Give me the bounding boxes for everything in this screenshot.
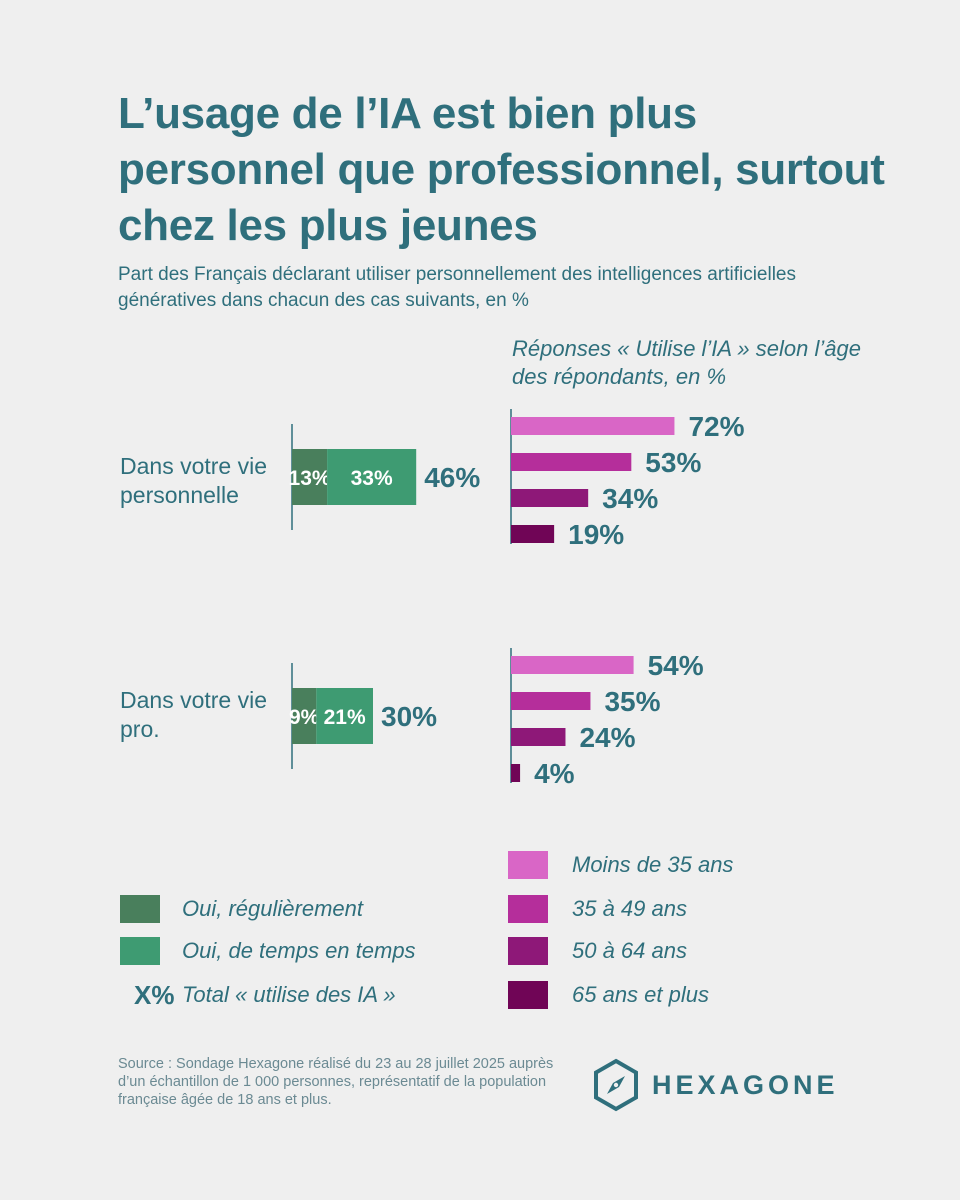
legend-label-age-under35: Moins de 35 ans — [572, 852, 734, 877]
stacked-bar-label-0-0: 13% — [289, 467, 331, 490]
legend-total-marker: X% — [134, 980, 175, 1010]
legend-item-age-65plus: 65 ans et plus — [508, 981, 709, 1009]
source-note: Source : Sondage Hexagone réalisé du 23 … — [118, 1056, 554, 1108]
legend-swatch-age-35-49 — [508, 895, 548, 923]
age-bar-label-1-1: 35% — [604, 686, 660, 717]
legend-swatch-regular — [120, 895, 160, 923]
brand-logo: HEXAGONE — [592, 1058, 839, 1112]
age-bar-0-0 — [511, 417, 675, 435]
stacked-bar-label-1-1: 21% — [324, 706, 366, 729]
age-panel-title: Réponses « Utilise l’IA » selon l’âge de… — [512, 336, 861, 389]
stacked-bar-label-1-0: 9% — [289, 706, 320, 729]
age-bar-label-1-3: 4% — [534, 758, 575, 789]
legend-label-age-65plus: 65 ans et plus — [572, 982, 709, 1007]
legend-label-age-35-49: 35 à 49 ans — [572, 896, 687, 921]
stacked-bar-label-0-1: 33% — [351, 467, 393, 490]
stacked-bar-0-0 — [292, 449, 328, 505]
age-bar-label-0-2: 34% — [602, 483, 658, 514]
legend-item-regular: Oui, régulièrement — [120, 895, 363, 923]
legend-total-label: Total « utilise des IA » — [182, 982, 396, 1007]
age-bar-0-3 — [511, 525, 555, 543]
age-bar-label-1-2: 24% — [579, 722, 635, 753]
stacked-bar-1-0 — [292, 688, 317, 744]
age-bar-1-2 — [511, 728, 566, 746]
total-label-0: 46% — [424, 462, 480, 493]
age-bar-label-0-1: 53% — [645, 447, 701, 478]
legend-swatch-age-under35 — [508, 851, 548, 879]
age-bar-1-0 — [511, 656, 634, 674]
legend-swatch-age-50-64 — [508, 937, 548, 965]
age-bar-1-3 — [511, 764, 521, 782]
legend-label-sometimes: Oui, de temps en temps — [182, 938, 416, 963]
legend-item-age-under35: Moins de 35 ans — [508, 851, 733, 879]
age-bar-1-1 — [511, 692, 591, 710]
legend-swatch-sometimes — [120, 937, 160, 965]
age-bar-label-0-3: 19% — [568, 519, 624, 550]
page-title: L’usage de l’IA est bien plus personnel … — [118, 89, 885, 250]
legend-item-age-50-64: 50 à 64 ans — [508, 937, 687, 965]
legend-swatch-age-65plus — [508, 981, 548, 1009]
page-subtitle: Part des Français déclarant utiliser per… — [118, 264, 796, 311]
legend-label-regular: Oui, régulièrement — [182, 896, 363, 921]
stacked-bar-1-1 — [316, 688, 373, 744]
legend-item-sometimes: Oui, de temps en temps — [120, 937, 416, 965]
age-bar-0-1 — [511, 453, 632, 471]
stacked-bar-0-1 — [327, 449, 417, 505]
legend-label-age-50-64: 50 à 64 ans — [572, 938, 687, 963]
age-bar-label-1-0: 54% — [648, 650, 704, 681]
row-label-pro: Dans votre vie pro. — [120, 687, 268, 742]
row-label-personal: Dans votre vie personnelle — [120, 453, 268, 508]
hexagon-compass-icon — [594, 1058, 638, 1112]
legend-item-age-35-49: 35 à 49 ans — [508, 895, 687, 923]
age-bar-label-0-0: 72% — [688, 411, 744, 442]
age-bar-0-2 — [511, 489, 589, 507]
brand-name: HEXAGONE — [652, 1069, 839, 1100]
total-label-1: 30% — [381, 701, 437, 732]
